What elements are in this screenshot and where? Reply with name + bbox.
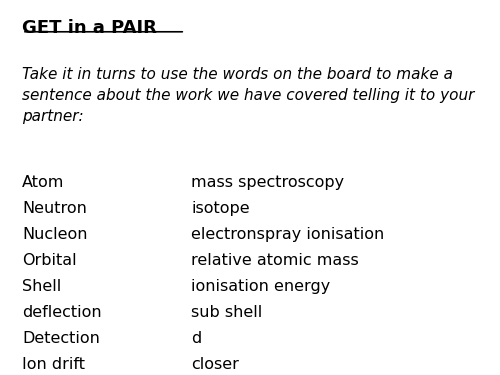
Text: Nucleon: Nucleon: [22, 227, 88, 242]
Text: sub shell: sub shell: [192, 305, 262, 320]
Text: electronspray ionisation: electronspray ionisation: [192, 227, 384, 242]
Text: Atom: Atom: [22, 175, 64, 190]
Text: Orbital: Orbital: [22, 253, 76, 268]
Text: Neutron: Neutron: [22, 201, 87, 216]
Text: deflection: deflection: [22, 305, 102, 320]
Text: closer: closer: [192, 357, 239, 372]
Text: Take it in turns to use the words on the board to make a
sentence about the work: Take it in turns to use the words on the…: [22, 66, 474, 123]
Text: d: d: [192, 332, 202, 346]
Text: Shell: Shell: [22, 279, 62, 294]
Text: mass spectroscopy: mass spectroscopy: [192, 175, 344, 190]
Text: isotope: isotope: [192, 201, 250, 216]
Text: Ion drift: Ion drift: [22, 357, 85, 372]
Text: GET in a PAIR: GET in a PAIR: [22, 20, 157, 38]
Text: ionisation energy: ionisation energy: [192, 279, 330, 294]
Text: Detection: Detection: [22, 332, 100, 346]
Text: relative atomic mass: relative atomic mass: [192, 253, 359, 268]
